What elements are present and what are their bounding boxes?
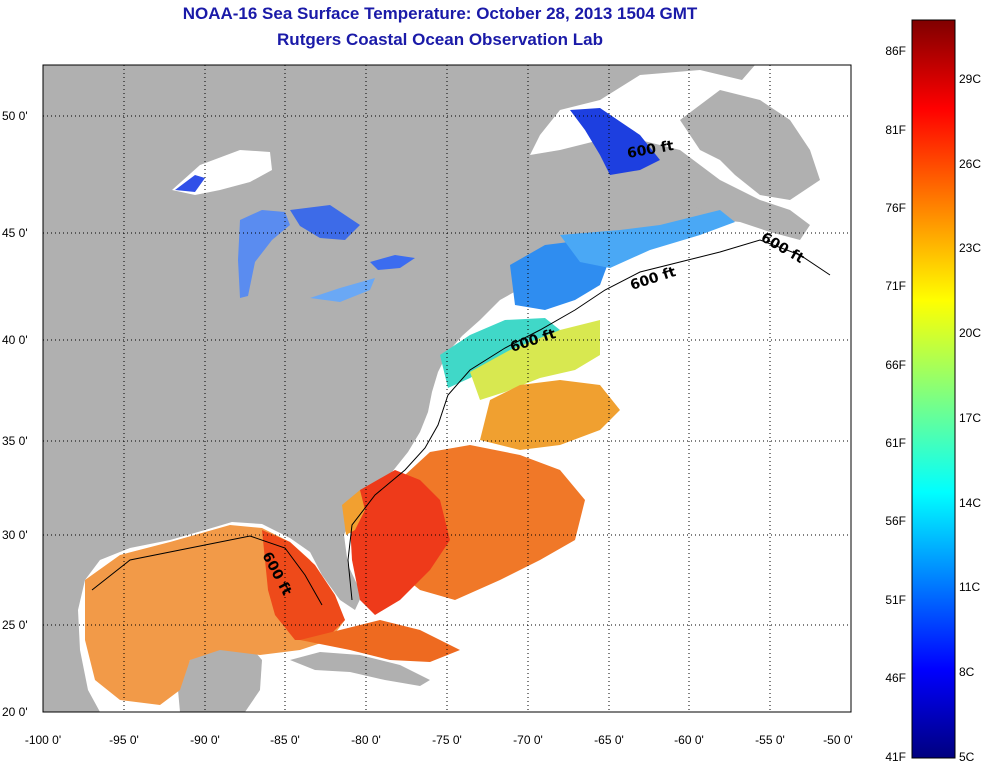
lat-tick-label: 35 0' <box>2 434 28 448</box>
colorbar-c-label: 29C <box>959 72 981 86</box>
lat-tick-label: 30 0' <box>2 528 28 542</box>
lon-tick-label: -95 0' <box>109 733 139 747</box>
sst-eastern-gulf <box>262 530 345 640</box>
lon-tick-label: -90 0' <box>190 733 220 747</box>
lat-tick-label: 40 0' <box>2 333 28 347</box>
temperature-colorbar <box>911 19 956 759</box>
latitude-axis: 50 0' 45 0' 40 0' 35 0' 30 0' 25 0' 20 0… <box>2 109 28 719</box>
great-lake-ontario <box>370 255 415 270</box>
colorbar-f-label: 76F <box>885 201 906 215</box>
colorbar-celsius-labels: 29C 26C 23C 20C 17C 14C 11C 8C 5C <box>959 72 981 764</box>
map-grid <box>43 65 851 712</box>
lon-tick-label: -85 0' <box>270 733 300 747</box>
land-yucatan <box>178 640 262 712</box>
longitude-axis: -100 0' -95 0' -90 0' -85 0' -80 0' -75 … <box>25 733 853 747</box>
colorbar-f-label: 56F <box>885 514 906 528</box>
land-cuba <box>290 652 430 686</box>
colorbar-f-label: 51F <box>885 593 906 607</box>
lon-tick-label: -80 0' <box>351 733 381 747</box>
map-title: NOAA-16 Sea Surface Temperature: October… <box>182 4 698 23</box>
colorbar-f-label: 71F <box>885 279 906 293</box>
colorbar-f-label: 86F <box>885 44 906 58</box>
colorbar-c-label: 23C <box>959 241 981 255</box>
sst-caribbean <box>300 620 460 662</box>
lat-tick-label: 20 0' <box>2 705 28 719</box>
sst-nova-scotia-shelf <box>560 210 735 268</box>
lon-tick-label: -55 0' <box>755 733 785 747</box>
colorbar-f-label: 66F <box>885 358 906 372</box>
colorbar-c-label: 26C <box>959 157 981 171</box>
great-lake-huron <box>290 205 360 240</box>
lon-tick-label: -75 0' <box>432 733 462 747</box>
land-newfoundland <box>680 90 820 200</box>
lon-tick-label: -60 0' <box>674 733 704 747</box>
colorbar-c-label: 8C <box>959 665 975 679</box>
sst-gulf-stream-south <box>350 470 450 615</box>
great-lake-michigan <box>238 210 290 298</box>
colorbar-c-label: 14C <box>959 496 981 510</box>
lat-tick-label: 45 0' <box>2 226 28 240</box>
sst-gulf-st-lawrence <box>570 108 660 175</box>
lon-tick-label: -70 0' <box>513 733 543 747</box>
sst-florida-east-coast <box>342 490 365 535</box>
colorbar-f-label: 81F <box>885 123 906 137</box>
colorbar-f-label: 46F <box>885 671 906 685</box>
colorbar-c-label: 11C <box>959 580 980 594</box>
colorbar-f-label: 61F <box>885 436 906 450</box>
lat-tick-label: 25 0' <box>2 618 28 632</box>
great-lake-superior-sst <box>175 175 205 192</box>
lon-tick-label: -50 0' <box>823 733 853 747</box>
map-frame <box>42 64 852 713</box>
lat-tick-label: 50 0' <box>2 109 28 123</box>
sst-gulf-stream-north <box>480 380 620 450</box>
colorbar-fahrenheit-labels: 86F 81F 76F 71F 66F 61F 56F 51F 46F 41F <box>885 44 906 764</box>
lon-tick-label: -100 0' <box>25 733 61 747</box>
colorbar-c-label: 17C <box>959 411 981 425</box>
map-subtitle: Rutgers Coastal Ocean Observation Lab <box>277 30 603 49</box>
isobath-600ft-contour <box>91 239 831 606</box>
colorbar-c-label: 5C <box>959 750 975 764</box>
great-lake-erie <box>310 278 375 302</box>
colorbar-c-label: 20C <box>959 326 981 340</box>
lon-tick-label: -65 0' <box>594 733 624 747</box>
colorbar-f-label: 41F <box>885 750 906 764</box>
